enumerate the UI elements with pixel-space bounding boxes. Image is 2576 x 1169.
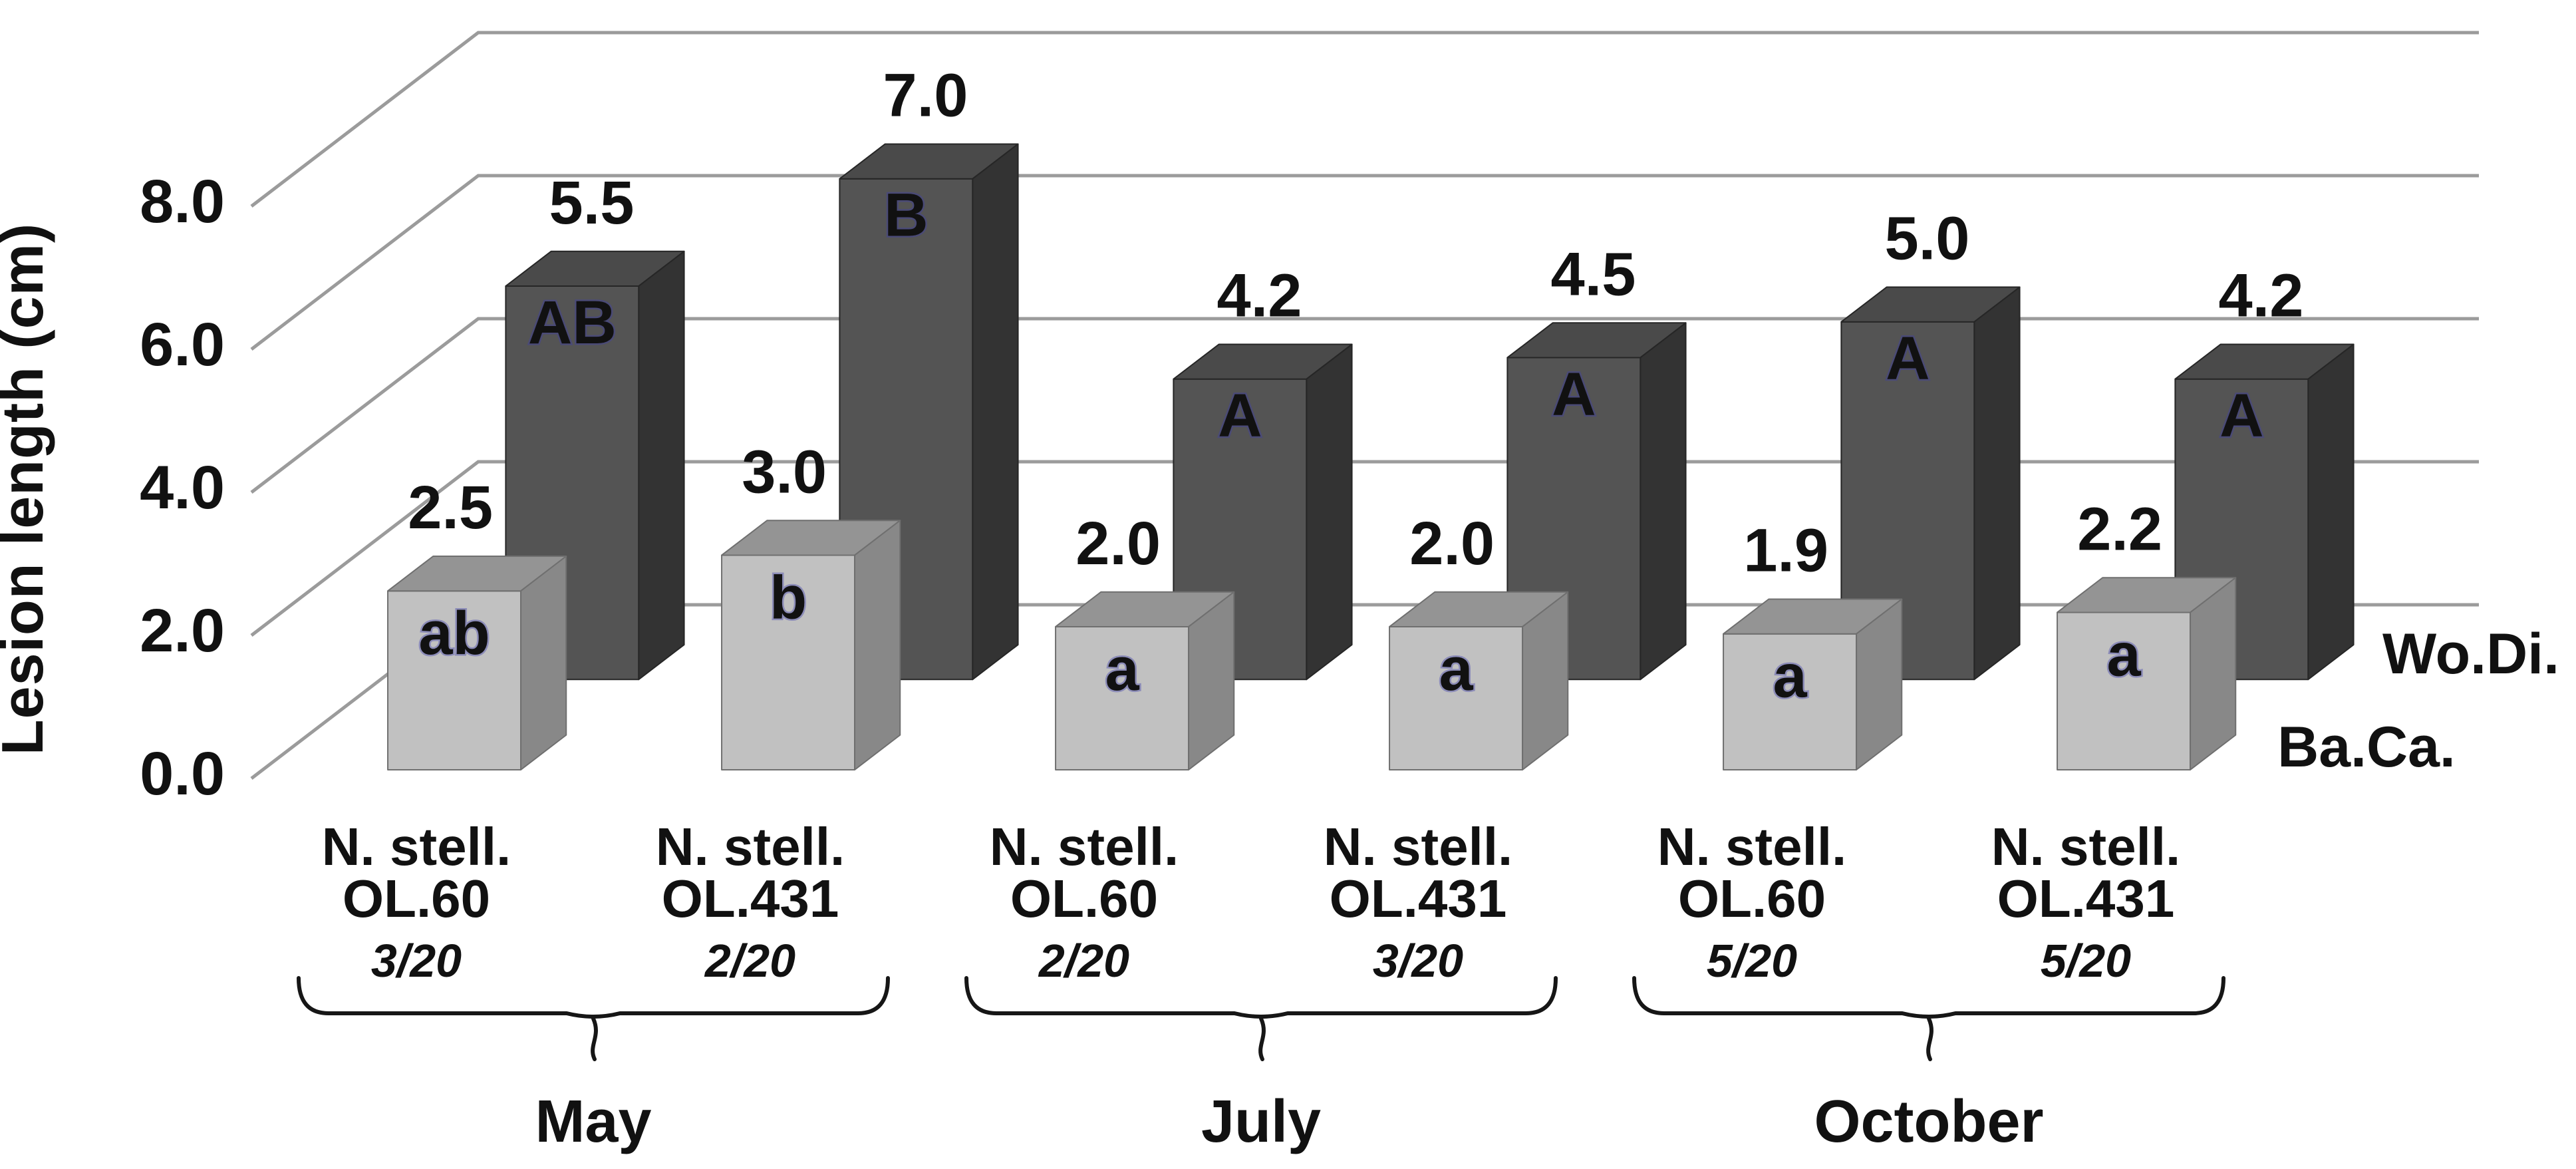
significance-letter-Wo.Di.-5: A — [2219, 382, 2263, 450]
value-label-Ba.Ca.-1: 3.0 — [742, 438, 827, 506]
significance-letter-Ba.Ca.-2: a — [1105, 635, 1139, 703]
bar-Ba.Ca.-category-2 — [1055, 591, 1235, 770]
significance-letter-Wo.Di.-2: A — [1218, 382, 1262, 450]
value-label-Ba.Ca.-2: 2.0 — [1075, 510, 1161, 578]
significance-letters: ab b a a a a AB B A A A A — [417, 180, 2265, 712]
y-axis-title: Lesion length (cm) — [0, 223, 55, 755]
gridline-8.0 — [250, 31, 2479, 208]
month-label-July: July — [1201, 1088, 1321, 1155]
category-species-2: N. stell. — [990, 817, 1179, 876]
bar-side-face — [1306, 343, 1353, 681]
significance-letter-Ba.Ca.-5: a — [2106, 621, 2141, 689]
bar-side-face — [638, 250, 685, 681]
bar-Wo.Di.-category-2 — [1173, 343, 1353, 681]
bars — [387, 143, 2355, 770]
value-label-Wo.Di.-0: 5.5 — [549, 169, 635, 237]
bar-side-face — [2307, 343, 2355, 681]
category-species-1: N. stell. — [656, 817, 845, 876]
category-incidence-0: 3/20 — [371, 935, 462, 987]
category-incidence-5: 5/20 — [2041, 935, 2131, 987]
value-label-Ba.Ca.-3: 2.0 — [1409, 510, 1495, 578]
significance-letter-Ba.Ca.-3: a — [1439, 635, 1473, 703]
significance-letter-Ba.Ca.-1: b — [770, 564, 807, 631]
bar-side-face — [2190, 577, 2237, 770]
bar-side-face — [972, 143, 1019, 681]
category-line-0: OL.60 — [343, 869, 490, 928]
gridline-6.0 — [250, 174, 2479, 351]
month-label-October: October — [1814, 1088, 2043, 1155]
bar-side-face — [1640, 322, 1687, 681]
value-label-Ba.Ca.-0: 2.5 — [408, 474, 493, 542]
category-incidence-1: 2/20 — [704, 935, 795, 987]
gridline-2.0 — [250, 460, 2479, 637]
bar-side-face — [1856, 598, 1903, 770]
month-brace-July — [964, 976, 1558, 1019]
bar-Ba.Ca.-category-4 — [1723, 598, 1903, 770]
category-species-3: N. stell. — [1324, 817, 1513, 876]
bar-side-face — [1188, 591, 1235, 770]
bar-side-face — [520, 556, 567, 770]
series-label-baca: Ba.Ca. — [2277, 715, 2456, 779]
month-brace-tail-October — [1926, 1017, 1933, 1061]
significance-letter-Wo.Di.-4: A — [1886, 325, 1930, 393]
bar-Ba.Ca.-category-1 — [721, 520, 901, 770]
value-label-Wo.Di.-3: 4.5 — [1551, 240, 1636, 308]
category-species-4: N. stell. — [1657, 817, 1847, 876]
value-label-Ba.Ca.-4: 1.9 — [1743, 517, 1828, 585]
value-label-Wo.Di.-1: 7.0 — [883, 62, 968, 130]
y-tick-0.0: 0.0 — [140, 740, 225, 808]
category-incidence-3: 3/20 — [1373, 935, 1463, 987]
value-label-Wo.Di.-5: 4.2 — [2219, 262, 2304, 330]
month-labels: May July October — [535, 1088, 2043, 1155]
bar-Ba.Ca.-category-5 — [2057, 577, 2237, 770]
bar-side-face — [1522, 591, 1569, 770]
significance-letter-Ba.Ca.-0: ab — [418, 599, 490, 667]
month-brace-tail-July — [1258, 1017, 1266, 1061]
category-incidence-4: 5/20 — [1707, 935, 1797, 987]
category-line-1: OL.431 — [662, 869, 839, 928]
month-braces — [297, 976, 2225, 1061]
category-line-5: OL.431 — [1997, 869, 2175, 928]
category-line-4: OL.60 — [1678, 869, 1826, 928]
category-species-0: N. stell. — [322, 817, 511, 876]
y-tick-8.0: 8.0 — [140, 168, 225, 236]
category-species-5: N. stell. — [1991, 817, 2181, 876]
bar-value-labels: 2.5 3.0 2.0 2.0 1.9 2.2 5.5 7.0 4.2 4.5 5.0 4.2 — [408, 62, 2303, 585]
y-axis-tick-labels: 0.0 2.0 4.0 6.0 8.0 — [140, 168, 225, 808]
category-line-2: OL.60 — [1010, 869, 1158, 928]
category-incidence-2: 2/20 — [1038, 935, 1129, 987]
category-labels: N. stell.OL.603/20N. stell.OL.4312/20N. … — [322, 817, 2181, 987]
bar-Ba.Ca.-category-0 — [387, 556, 567, 770]
bar-Wo.Di.-category-4 — [1840, 286, 2021, 681]
y-tick-4.0: 4.0 — [140, 454, 225, 522]
month-brace-tail-May — [591, 1017, 598, 1061]
value-label-Wo.Di.-2: 4.2 — [1217, 262, 1302, 330]
value-label-Ba.Ca.-5: 2.2 — [2077, 495, 2162, 563]
significance-letter-Wo.Di.-3: A — [1552, 360, 1596, 428]
bar-side-face — [854, 520, 901, 770]
y-tick-6.0: 6.0 — [140, 311, 225, 379]
bar-side-face — [1973, 286, 2021, 681]
gridline-4.0 — [250, 317, 2479, 494]
month-label-May: May — [535, 1088, 651, 1155]
y-tick-2.0: 2.0 — [140, 597, 225, 665]
significance-letter-Wo.Di.-1: B — [884, 182, 928, 250]
significance-letter-Wo.Di.-0: AB — [528, 289, 617, 357]
bar-Ba.Ca.-category-3 — [1389, 591, 1569, 770]
series-label-wodi: Wo.Di. — [2382, 622, 2559, 686]
value-label-Wo.Di.-4: 5.0 — [1885, 205, 1970, 273]
category-line-3: OL.431 — [1330, 869, 1507, 928]
significance-letter-Ba.Ca.-4: a — [1773, 643, 1807, 711]
